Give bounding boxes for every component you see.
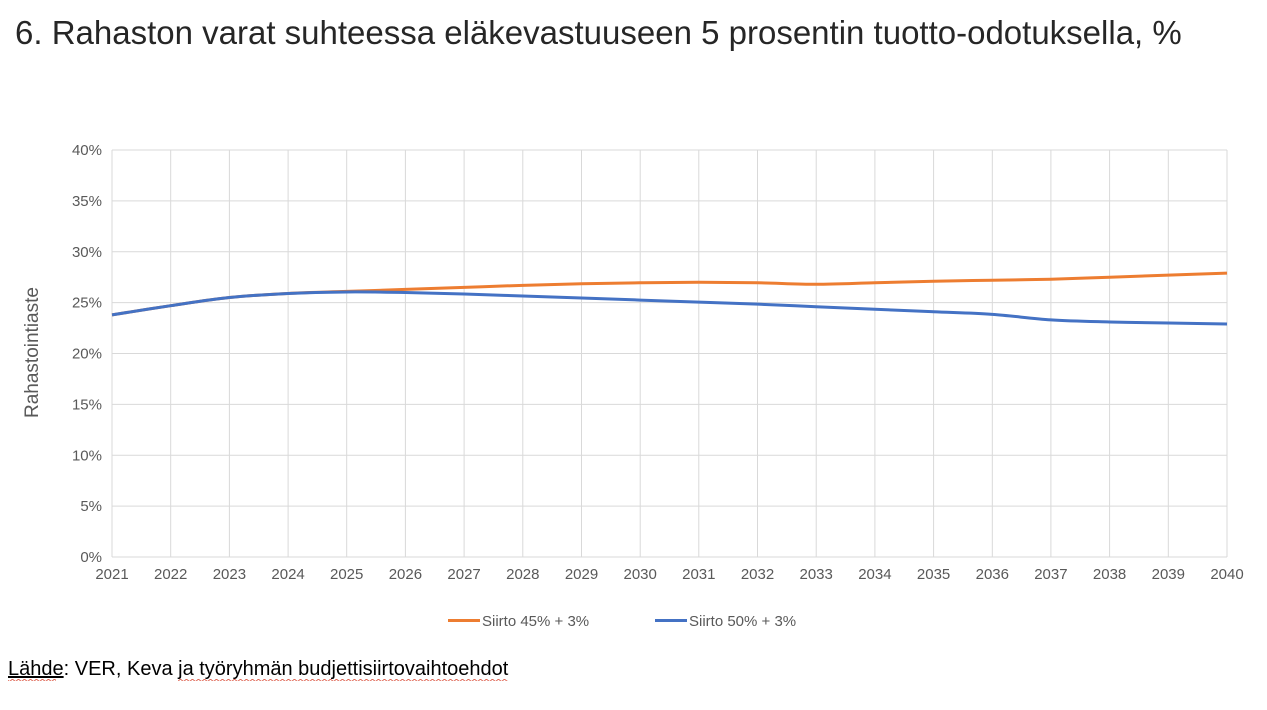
svg-text:30%: 30% <box>72 244 102 261</box>
svg-text:15%: 15% <box>72 396 102 413</box>
svg-text:2026: 2026 <box>389 566 422 583</box>
svg-text:2035: 2035 <box>917 566 950 583</box>
svg-text:2031: 2031 <box>682 566 715 583</box>
svg-text:2021: 2021 <box>95 566 128 583</box>
svg-text:25%: 25% <box>72 295 102 312</box>
svg-text:2022: 2022 <box>154 566 187 583</box>
svg-text:2027: 2027 <box>447 566 480 583</box>
svg-text:2040: 2040 <box>1210 566 1243 583</box>
svg-text:2038: 2038 <box>1093 566 1126 583</box>
svg-text:2036: 2036 <box>976 566 1009 583</box>
svg-text:0%: 0% <box>80 549 102 566</box>
svg-text:5%: 5% <box>80 498 102 515</box>
svg-text:2033: 2033 <box>800 566 833 583</box>
svg-text:2028: 2028 <box>506 566 539 583</box>
svg-text:40%: 40% <box>72 142 102 159</box>
svg-text:2030: 2030 <box>624 566 657 583</box>
svg-text:2039: 2039 <box>1152 566 1185 583</box>
svg-text:2032: 2032 <box>741 566 774 583</box>
svg-text:2024: 2024 <box>271 566 304 583</box>
svg-text:20%: 20% <box>72 346 102 363</box>
svg-text:2029: 2029 <box>565 566 598 583</box>
svg-text:10%: 10% <box>72 447 102 464</box>
svg-text:2023: 2023 <box>213 566 246 583</box>
svg-text:2034: 2034 <box>858 566 891 583</box>
svg-text:35%: 35% <box>72 193 102 210</box>
svg-text:2025: 2025 <box>330 566 363 583</box>
svg-text:2037: 2037 <box>1034 566 1067 583</box>
